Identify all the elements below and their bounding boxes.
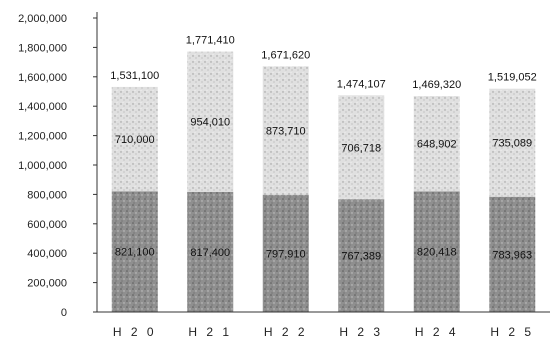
y-tick-label: 400,000 — [27, 248, 67, 260]
data-label: 821,100 — [115, 247, 155, 259]
data-label: 797,910 — [266, 248, 306, 260]
y-tick-label: 1,400,000 — [18, 101, 67, 113]
data-label: 710,000 — [115, 134, 155, 146]
total-label: 1,531,100 — [110, 70, 159, 82]
total-label: 1,519,052 — [488, 72, 537, 84]
y-tick-label: 0 — [61, 307, 67, 319]
bar-segment — [111, 86, 158, 192]
bar-segment — [262, 194, 309, 312]
data-label: 735,089 — [492, 138, 532, 150]
data-label: 706,718 — [341, 142, 381, 154]
x-tick-label: H 2 3 — [339, 325, 383, 339]
data-label: 817,400 — [190, 247, 230, 259]
x-tick-label: H 2 2 — [264, 325, 308, 339]
data-label: 783,963 — [492, 249, 532, 261]
bars — [111, 51, 536, 312]
bar-segment — [413, 191, 460, 312]
y-tick-label: 1,000,000 — [18, 160, 67, 172]
data-label: 954,010 — [190, 117, 230, 129]
bar-segment — [262, 66, 309, 195]
x-tick-label: H 2 0 — [113, 325, 157, 339]
y-tick-label: 1,800,000 — [18, 42, 67, 54]
bar-segment — [489, 88, 536, 197]
data-label: 820,418 — [417, 247, 457, 259]
data-label: 873,710 — [266, 125, 306, 137]
y-axis: 0 200,000 400,000 600,000 800,000 1,000,000 1,… — [18, 12, 98, 319]
x-tick-label: H 2 4 — [415, 325, 459, 339]
total-label: 1,671,620 — [261, 49, 310, 61]
y-tick-label: 600,000 — [27, 219, 67, 231]
x-tick-label: H 2 1 — [188, 325, 232, 339]
y-tick-label: 200,000 — [27, 278, 67, 290]
x-axis: H 2 0 H 2 1 H 2 2 H 2 3 H 2 4 H 2 5 — [97, 311, 550, 339]
y-tick-label: 1,200,000 — [18, 131, 67, 143]
total-label: 1,469,320 — [412, 79, 461, 91]
bar-segment — [413, 96, 460, 192]
y-tick-label: 1,600,000 — [18, 72, 67, 84]
data-labels: 821,100 710,000 1,531,100 817,400 954,010 1,7… — [110, 35, 536, 263]
y-tick-label: 2,000,000 — [18, 13, 67, 25]
data-label: 767,389 — [341, 251, 381, 263]
bar-segment — [489, 196, 536, 312]
bar-segment — [187, 51, 234, 192]
bar-segment — [111, 191, 158, 312]
x-tick-label: H 2 5 — [490, 325, 534, 339]
bar-segment — [338, 199, 385, 312]
y-tick-label: 800,000 — [27, 189, 67, 201]
bar-segment — [187, 191, 234, 312]
total-label: 1,474,107 — [337, 78, 386, 90]
data-label: 648,902 — [417, 139, 457, 151]
total-label: 1,771,410 — [186, 35, 235, 47]
bar-segment — [338, 95, 385, 200]
